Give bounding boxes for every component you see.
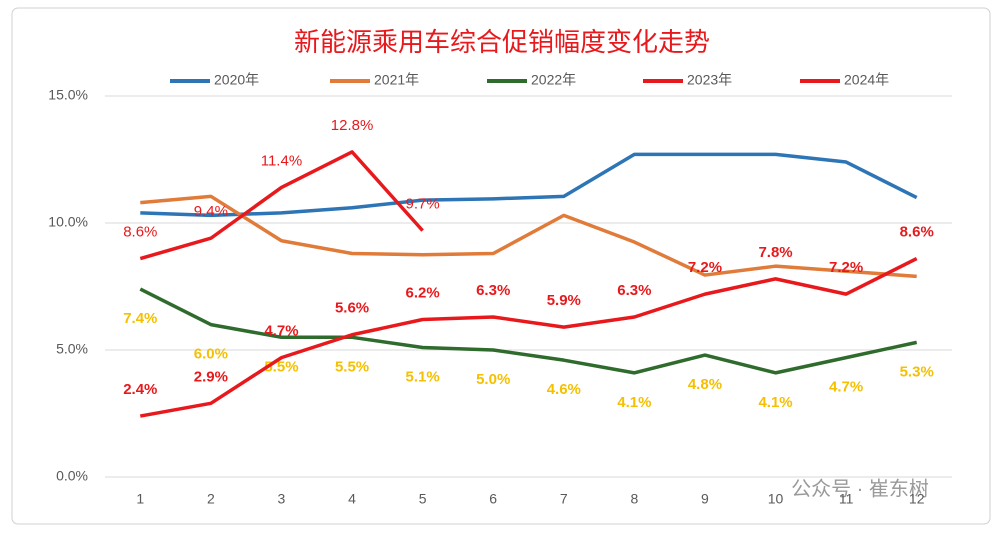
- x-tick-label: 8: [630, 491, 638, 507]
- data-label: 4.6%: [547, 381, 581, 398]
- data-label: 4.1%: [758, 394, 792, 411]
- data-label: 9.7%: [406, 196, 440, 213]
- data-label: 4.7%: [829, 379, 863, 396]
- x-tick-label: 4: [348, 491, 356, 507]
- data-label: 2.4%: [123, 381, 157, 398]
- y-tick-label: 10.0%: [48, 214, 88, 230]
- x-tick-label: 3: [278, 491, 286, 507]
- data-label: 8.6%: [123, 224, 157, 241]
- data-label: 8.6%: [900, 224, 934, 241]
- data-label: 12.8%: [331, 117, 374, 134]
- data-label: 5.9%: [547, 292, 581, 309]
- data-label: 7.4%: [123, 310, 157, 327]
- legend-label: 2020年: [214, 72, 259, 88]
- data-label: 6.3%: [476, 282, 510, 299]
- data-label: 6.3%: [617, 282, 651, 299]
- data-label: 5.5%: [335, 358, 369, 375]
- series-line: [140, 152, 918, 218]
- y-tick-label: 5.0%: [56, 341, 88, 357]
- legend-label: 2023年: [687, 72, 732, 88]
- series-line: [139, 256, 918, 418]
- data-label: 5.6%: [335, 300, 369, 317]
- data-label: 5.3%: [900, 363, 934, 380]
- data-label: 4.7%: [264, 323, 298, 340]
- data-label: 4.1%: [617, 394, 651, 411]
- x-tick-label: 5: [419, 491, 427, 507]
- x-tick-label: 9: [701, 491, 709, 507]
- x-tick-label: 10: [768, 491, 784, 507]
- chart-title: 新能源乘用车综合促销幅度变化走势: [294, 27, 710, 57]
- y-tick-label: 15.0%: [48, 87, 88, 103]
- data-label: 7.8%: [758, 244, 792, 261]
- data-label: 6.0%: [194, 346, 228, 363]
- x-tick-label: 6: [489, 491, 497, 507]
- legend-label: 2024年: [844, 72, 889, 88]
- x-tick-label: 12: [909, 491, 925, 507]
- legend-label: 2021年: [374, 72, 419, 88]
- watermark: 公众号 · 崔东树: [791, 477, 929, 500]
- data-label: 7.2%: [688, 259, 722, 276]
- legend-label: 2022年: [531, 72, 576, 88]
- data-label: 6.2%: [406, 284, 440, 301]
- x-tick-label: 7: [560, 491, 568, 507]
- data-label: 11.4%: [261, 152, 302, 169]
- series-line: [139, 150, 424, 261]
- data-label: 4.8%: [688, 376, 722, 393]
- data-label: 9.4%: [194, 203, 228, 220]
- series-line: [140, 194, 917, 279]
- chart-frame: [11, 7, 991, 525]
- data-label: 7.2%: [829, 259, 863, 276]
- x-tick-label: 11: [839, 491, 854, 507]
- data-label: 5.1%: [406, 368, 440, 385]
- x-tick-label: 2: [207, 491, 215, 507]
- data-label: 5.0%: [476, 371, 510, 388]
- series-line: [139, 287, 918, 375]
- data-label: 2.9%: [194, 368, 228, 385]
- x-tick-label: 1: [136, 491, 144, 507]
- y-tick-label: 0.0%: [56, 468, 88, 484]
